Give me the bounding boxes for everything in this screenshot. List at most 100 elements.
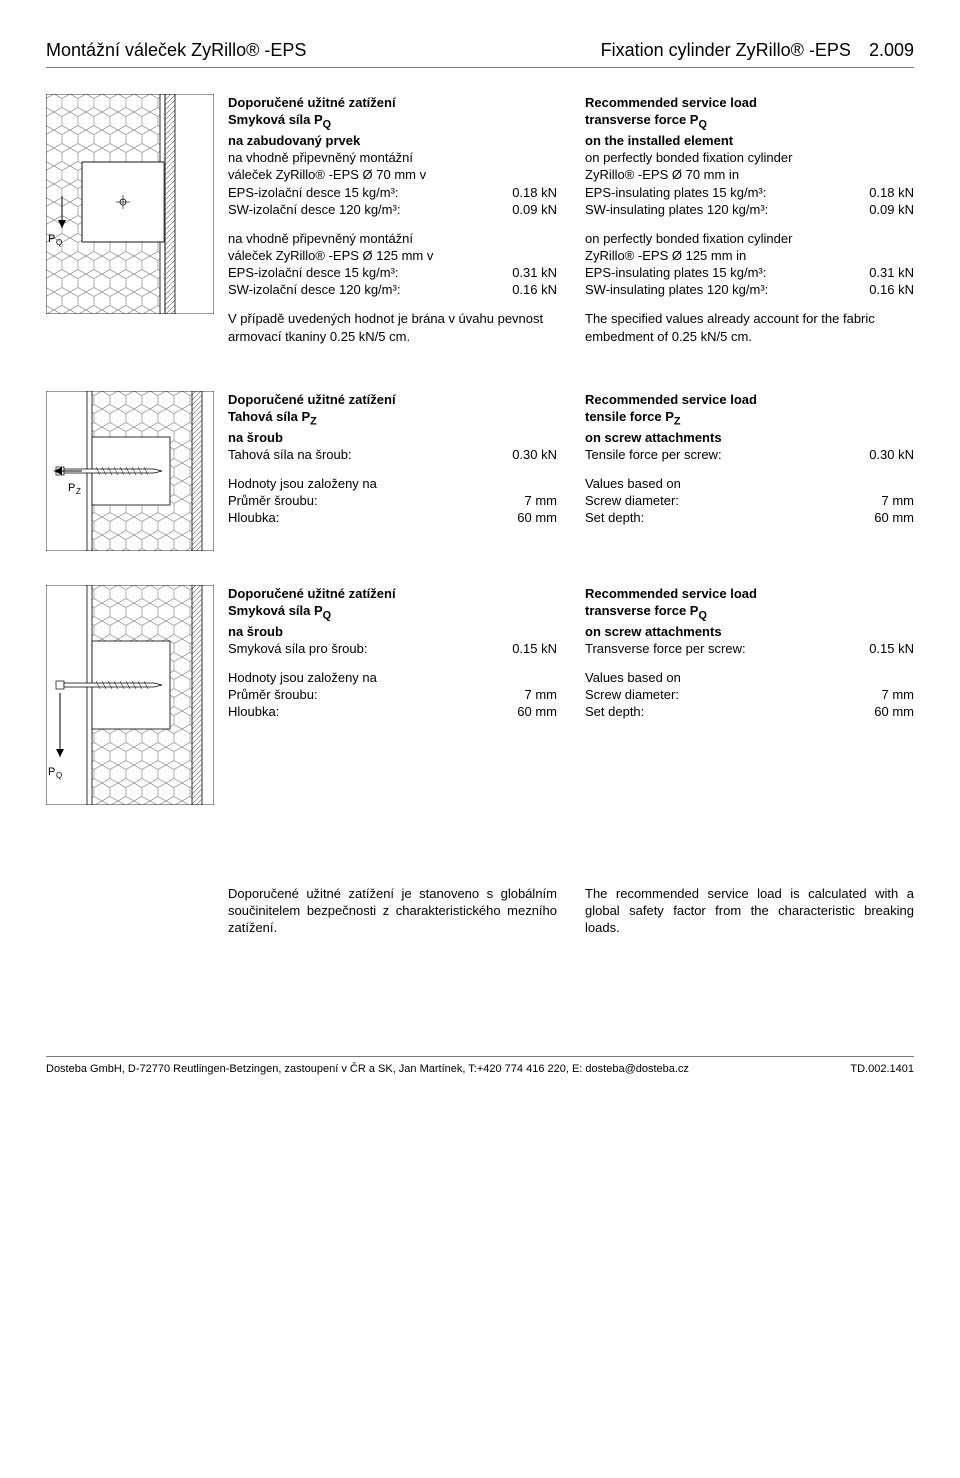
s1-en-v7: 0.31 kN (852, 264, 914, 281)
s1-en-v8: 0.16 kN (852, 281, 914, 298)
s1-cz-t1: Doporučené užitné zatížení (228, 94, 557, 111)
header-rule (46, 67, 914, 68)
s3-en-l4: Set depth: (585, 703, 852, 720)
s1-en-note: The specified values already account for… (585, 310, 914, 344)
s1-cz-l7: EPS-izolační desce 15 kg/m³: (228, 264, 495, 281)
s1-en-l7: EPS-insulating plates 15 kg/m³: (585, 264, 852, 281)
s3-cz-l4: Hloubka: (228, 703, 495, 720)
s3-en-v1: 0.15 kN (852, 640, 914, 657)
s3-cz-l2: Hodnoty jsou založeny na (228, 669, 557, 686)
s1-cz-l1: na vhodně připevněný montážní (228, 149, 557, 166)
section-tensile-screw: PZ Doporučené užitné zatížení Tahová síl… (46, 391, 914, 551)
s2-en-t1: Recommended service load (585, 391, 914, 408)
s3-cz-v3: 7 mm (495, 686, 557, 703)
s1-cz-l8: SW-izolační desce 120 kg/m³: (228, 281, 495, 298)
svg-text:P: P (48, 766, 55, 778)
s2-cz-t1: Doporučené užitné zatížení (228, 391, 557, 408)
s2-cz-v4: 60 mm (495, 509, 557, 526)
s3-en-l3: Screw diameter: (585, 686, 852, 703)
s3-cz-t1: Doporučené užitné zatížení (228, 585, 557, 602)
page-footer: Dosteba GmbH, D-72770 Reutlingen-Betzing… (46, 1056, 914, 1075)
s2-cz-l3: Průměr šroubu: (228, 492, 495, 509)
diagram-screw-tensile: PZ (46, 391, 214, 551)
s3-cz-t2: Smyková síla P (228, 603, 323, 618)
s2-en-v3: 7 mm (852, 492, 914, 509)
s1-en-l4: SW-insulating plates 120 kg/m³: (585, 201, 852, 218)
s1-en-v4: 0.09 kN (852, 201, 914, 218)
s1-cz-t2: Smyková síla P (228, 112, 323, 127)
s3-cz-v4: 60 mm (495, 703, 557, 720)
s3-en-l1: Transverse force per screw: (585, 640, 852, 657)
s1-en-t2s: Q (698, 119, 706, 131)
s1-en-v3: 0.18 kN (852, 184, 914, 201)
s2-cz-v3: 7 mm (495, 492, 557, 509)
s3-en-l2: Values based on (585, 669, 914, 686)
svg-text:P: P (48, 233, 55, 245)
s2-cz-col: Doporučené užitné zatížení Tahová síla P… (228, 391, 557, 551)
s1-cz-t2s: Q (323, 119, 331, 131)
s1-en-l3: EPS-insulating plates 15 kg/m³: (585, 184, 852, 201)
page-number: 2.009 (869, 40, 914, 61)
header-right-title: Fixation cylinder ZyRillo® -EPS (601, 40, 851, 61)
s2-en-t2s: Z (674, 416, 681, 428)
section-transverse-element: PQ Doporučené užitné zatížení Smyková sí… (46, 94, 914, 357)
s2-en-l4: Set depth: (585, 509, 852, 526)
s1-cz-note: V případě uvedených hodnot je brána v úv… (228, 310, 557, 344)
s3-en-v4: 60 mm (852, 703, 914, 720)
final-cz: Doporučené užitné zatížení je stanoveno … (228, 885, 557, 936)
s3-en-t1: Recommended service load (585, 585, 914, 602)
s1-en-l8: SW-insulating plates 120 kg/m³: (585, 281, 852, 298)
header-left: Montážní váleček ZyRillo® -EPS (46, 40, 306, 61)
s2-cz-v1: 0.30 kN (495, 446, 557, 463)
page-header: Montážní váleček ZyRillo® -EPS Fixation … (46, 40, 914, 61)
s1-cz-v8: 0.16 kN (495, 281, 557, 298)
s1-cz-l3: EPS-izolační desce 15 kg/m³: (228, 184, 495, 201)
s2-cz-l2: Hodnoty jsou založeny na (228, 475, 557, 492)
s1-en-t1: Recommended service load (585, 94, 914, 111)
s3-en-t2s: Q (698, 610, 706, 622)
s1-cz-l4: SW-izolační desce 120 kg/m³: (228, 201, 495, 218)
s2-cz-l4: Hloubka: (228, 509, 495, 526)
s3-cz-t3: na šroub (228, 623, 557, 640)
s1-en-t3: on the installed element (585, 132, 914, 149)
s2-en-t2: tensile force P (585, 409, 674, 424)
s2-en-v1: 0.30 kN (852, 446, 914, 463)
final-en: The recommended service load is calculat… (585, 885, 914, 936)
svg-text:P: P (68, 482, 75, 494)
s3-cz-col: Doporučené užitné zatížení Smyková síla … (228, 585, 557, 805)
s2-cz-t2: Tahová síla P (228, 409, 310, 424)
s1-cz-l6: váleček ZyRillo® -EPS Ø 125 mm v (228, 247, 557, 264)
s1-en-col: Recommended service load transverse forc… (585, 94, 914, 357)
s1-cz-l5: na vhodně připevněný montážní (228, 230, 557, 247)
s1-en-l6: ZyRillo® -EPS Ø 125 mm in (585, 247, 914, 264)
s3-cz-v1: 0.15 kN (495, 640, 557, 657)
s1-cz-v7: 0.31 kN (495, 264, 557, 281)
s2-en-t3: on screw attachments (585, 429, 914, 446)
footer-left: Dosteba GmbH, D-72770 Reutlingen-Betzing… (46, 1063, 689, 1075)
footer-right: TD.002.1401 (850, 1063, 914, 1075)
s1-en-l1: on perfectly bonded fixation cylinder (585, 149, 914, 166)
s2-cz-t3: na šroub (228, 429, 557, 446)
s1-cz-col: Doporučené užitné zatížení Smyková síla … (228, 94, 557, 357)
svg-text:Q: Q (56, 771, 62, 780)
s3-en-col: Recommended service load transverse forc… (585, 585, 914, 805)
s1-cz-v4: 0.09 kN (495, 201, 557, 218)
s2-cz-t2s: Z (310, 416, 317, 428)
s1-cz-t3: na zabudovaný prvek (228, 132, 557, 149)
svg-text:Z: Z (76, 487, 81, 496)
s3-en-t3: on screw attachments (585, 623, 914, 640)
s2-en-col: Recommended service load tensile force P… (585, 391, 914, 551)
s3-en-t2: transverse force P (585, 603, 698, 618)
s1-en-t2: transverse force P (585, 112, 698, 127)
s2-en-l1: Tensile force per screw: (585, 446, 852, 463)
s1-en-l5: on perfectly bonded fixation cylinder (585, 230, 914, 247)
s3-cz-t2s: Q (323, 610, 331, 622)
s3-cz-l1: Smyková síla pro šroub: (228, 640, 495, 657)
s1-cz-v3: 0.18 kN (495, 184, 557, 201)
s1-cz-l2: váleček ZyRillo® -EPS Ø 70 mm v (228, 166, 557, 183)
svg-text:Q: Q (56, 238, 62, 247)
section-final-note: Doporučené užitné zatížení je stanoveno … (46, 885, 914, 936)
diagram-screw-transverse: PQ (46, 585, 214, 805)
s1-en-l2: ZyRillo® -EPS Ø 70 mm in (585, 166, 914, 183)
s2-cz-l1: Tahová síla na šroub: (228, 446, 495, 463)
